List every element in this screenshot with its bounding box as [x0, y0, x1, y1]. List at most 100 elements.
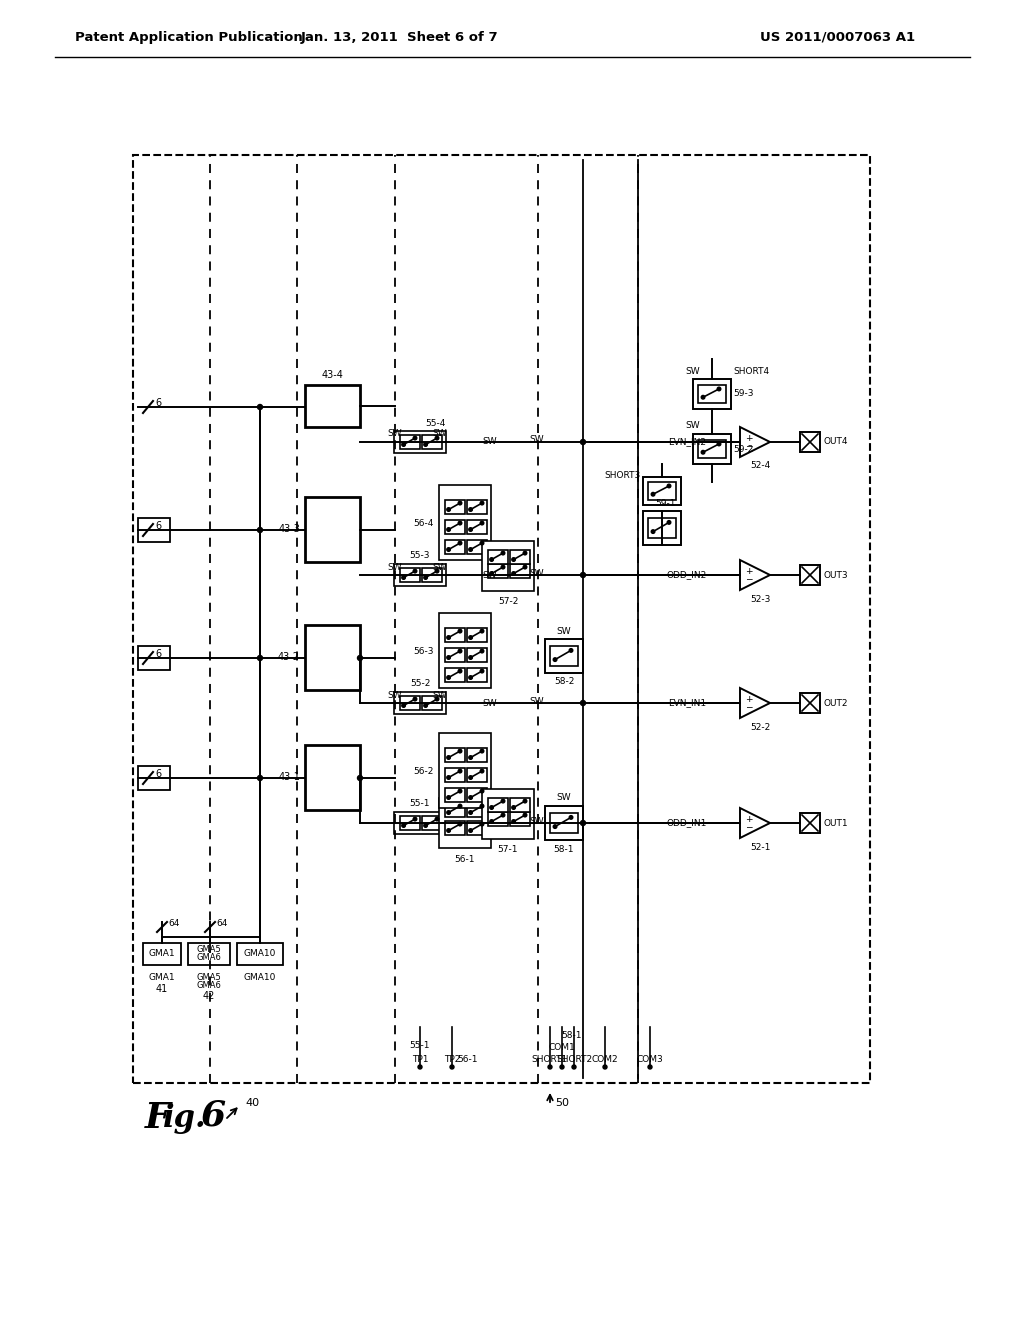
Bar	[138, 645, 170, 671]
Text: 50: 50	[555, 1098, 569, 1107]
Text: 55-3: 55-3	[410, 552, 430, 561]
Text: 56-1: 56-1	[455, 855, 475, 865]
Circle shape	[257, 528, 262, 532]
Text: 43-3: 43-3	[279, 524, 300, 535]
Circle shape	[489, 820, 494, 824]
Bar	[445, 803, 465, 817]
Bar	[237, 942, 283, 965]
Circle shape	[424, 576, 427, 579]
Text: F: F	[145, 1101, 171, 1135]
Bar	[445, 748, 465, 762]
Circle shape	[435, 569, 439, 573]
Text: SW: SW	[529, 569, 545, 578]
Bar	[445, 540, 465, 554]
Text: 64: 64	[216, 920, 227, 928]
Text: ig.: ig.	[163, 1102, 207, 1134]
Bar	[445, 668, 465, 682]
Circle shape	[581, 440, 586, 445]
Text: GMA6: GMA6	[197, 953, 221, 962]
Text: −: −	[745, 574, 753, 583]
Bar	[400, 568, 420, 582]
Circle shape	[446, 548, 451, 552]
Bar	[439, 733, 490, 808]
Circle shape	[717, 442, 721, 446]
Bar	[800, 813, 820, 833]
Text: EVN_IN1: EVN_IN1	[668, 698, 707, 708]
Text: 55-1: 55-1	[410, 1041, 430, 1049]
Text: 6: 6	[155, 770, 161, 779]
Text: 43-1: 43-1	[279, 772, 300, 783]
Bar	[800, 565, 820, 585]
Circle shape	[446, 528, 451, 532]
Text: SW: SW	[482, 437, 498, 446]
Bar	[394, 564, 446, 586]
Circle shape	[701, 450, 705, 454]
Text: SW: SW	[557, 627, 571, 635]
Text: SHORT4: SHORT4	[733, 367, 769, 375]
Text: COM2: COM2	[592, 1055, 618, 1064]
Text: SW: SW	[482, 570, 498, 579]
Bar	[305, 744, 360, 810]
Circle shape	[458, 669, 462, 673]
Circle shape	[446, 829, 451, 833]
Text: ODD_IN1: ODD_IN1	[667, 818, 708, 828]
Bar	[138, 766, 170, 789]
Text: GMA1: GMA1	[148, 973, 175, 982]
Text: OUT2: OUT2	[824, 698, 849, 708]
Circle shape	[357, 776, 362, 780]
Circle shape	[480, 649, 483, 653]
Circle shape	[553, 825, 557, 829]
Bar	[693, 379, 731, 409]
Circle shape	[446, 796, 451, 800]
Bar	[488, 550, 508, 564]
Circle shape	[512, 572, 515, 576]
Bar	[305, 624, 360, 690]
Circle shape	[458, 521, 462, 525]
Circle shape	[446, 636, 451, 639]
Bar	[550, 645, 578, 667]
Text: −: −	[745, 822, 753, 832]
Text: 42: 42	[203, 991, 215, 1001]
Circle shape	[414, 697, 417, 701]
Circle shape	[458, 649, 462, 653]
Text: COM3: COM3	[637, 1055, 664, 1064]
Bar	[400, 436, 420, 449]
Bar	[467, 788, 487, 803]
Text: SW: SW	[529, 817, 545, 825]
Circle shape	[401, 576, 406, 579]
Circle shape	[480, 770, 483, 774]
Text: 58-1: 58-1	[554, 845, 574, 854]
Circle shape	[458, 750, 462, 752]
Bar	[800, 432, 820, 451]
Bar	[510, 812, 530, 826]
Text: OUT4: OUT4	[824, 437, 849, 446]
Circle shape	[435, 697, 439, 701]
Text: −: −	[745, 702, 753, 711]
Circle shape	[257, 656, 262, 660]
Text: 56-2: 56-2	[414, 767, 434, 776]
Text: 41: 41	[156, 983, 168, 994]
Circle shape	[651, 529, 654, 533]
Bar	[467, 768, 487, 781]
Circle shape	[424, 824, 427, 828]
Bar	[445, 788, 465, 803]
Text: 43-2: 43-2	[278, 652, 300, 663]
Circle shape	[523, 565, 526, 569]
Bar	[693, 434, 731, 465]
Bar	[305, 385, 360, 426]
Bar	[467, 821, 487, 836]
Circle shape	[489, 805, 494, 809]
Bar	[488, 564, 508, 578]
Text: US 2011/0007063 A1: US 2011/0007063 A1	[760, 30, 915, 44]
Circle shape	[668, 520, 671, 524]
Text: SW: SW	[557, 793, 571, 803]
Circle shape	[257, 404, 262, 409]
Circle shape	[512, 805, 515, 809]
Circle shape	[548, 1065, 552, 1069]
Text: +: +	[745, 694, 753, 704]
Circle shape	[480, 669, 483, 673]
Text: SW: SW	[482, 698, 498, 708]
Text: SHORT1: SHORT1	[531, 1055, 568, 1064]
Text: 64: 64	[168, 920, 179, 928]
Circle shape	[458, 770, 462, 774]
